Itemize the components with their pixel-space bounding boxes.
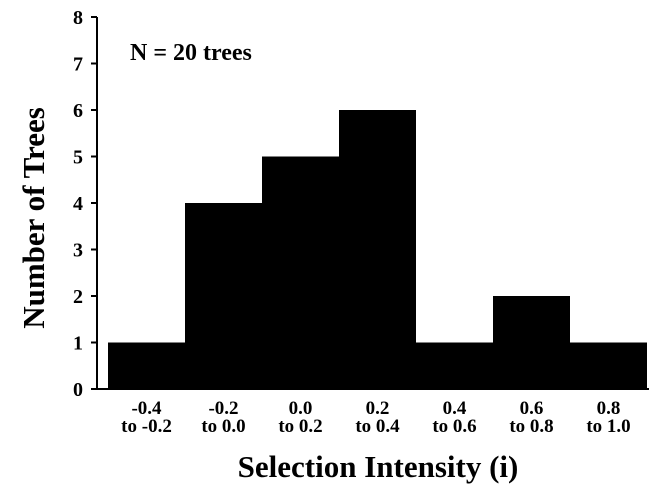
x-tick-label-4-end: to 0.6 [432,416,476,437]
bar-4 [416,342,493,389]
y-tick-label-0: 0 [73,379,83,401]
x-tick-label-5-start: 0.6 [520,398,544,419]
sample-size-annotation: N = 20 trees [130,40,252,66]
x-tick-label-1-end: to 0.0 [201,416,245,437]
bar-3 [339,110,416,389]
y-tick-label-1: 1 [73,333,83,355]
bar-5 [493,296,570,389]
y-ticks-group: 0 1 2 3 4 5 6 7 8 [73,7,97,401]
y-tick-label-5: 5 [73,147,83,169]
x-tick-label-3-start: 0.2 [366,398,390,419]
x-tick-label-1-start: -0.2 [208,398,238,419]
bar-1 [185,203,262,389]
x-tick-label-4-start: 0.4 [443,398,467,419]
y-tick-label-2: 2 [73,286,83,308]
x-axis-title: Selection Intensity (i) [238,449,519,484]
y-tick-label-7: 7 [73,54,83,76]
y-tick-label-8: 8 [73,7,83,29]
x-tick-label-6-end: to 1.0 [586,416,630,437]
bars-group [108,110,647,389]
x-tick-label-2-end: to 0.2 [278,416,322,437]
x-tick-label-0-end: to -0.2 [121,416,172,437]
x-tick-label-0-start: -0.4 [131,398,162,419]
y-tick-label-6: 6 [73,100,83,122]
x-tick-label-3-end: to 0.4 [355,416,400,437]
x-tick-label-5-end: to 0.8 [509,416,553,437]
bar-2 [262,156,339,389]
y-tick-label-4: 4 [73,193,83,215]
x-tick-label-6-start: 0.8 [597,398,621,419]
y-axis-title: Number of Trees [16,107,51,329]
bar-0 [108,342,185,389]
y-tick-label-3: 3 [73,240,83,262]
x-tick-label-2-start: 0.0 [289,398,313,419]
bar-6 [570,342,647,389]
x-ticks-group: -0.4to -0.2 -0.2to 0.0 0.0to 0.2 0.2to 0.4 0… [121,398,630,437]
